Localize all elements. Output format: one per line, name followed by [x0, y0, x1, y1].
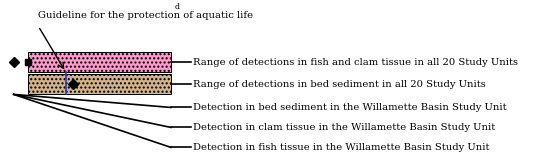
Text: Detection in fish tissue in the Willamette Basin Study Unit: Detection in fish tissue in the Willamet… — [193, 143, 490, 152]
Text: d: d — [174, 3, 179, 11]
Bar — [28, 52, 171, 72]
Text: Range of detections in fish and clam tissue in all 20 Study Units: Range of detections in fish and clam tis… — [193, 58, 519, 67]
Text: Range of detections in bed sediment in all 20 Study Units: Range of detections in bed sediment in a… — [193, 80, 486, 89]
Text: Guideline for the protection of aquatic life: Guideline for the protection of aquatic … — [38, 11, 253, 20]
Bar — [28, 74, 171, 94]
Text: Detection in clam tissue in the Willamette Basin Study Unit: Detection in clam tissue in the Willamet… — [193, 123, 496, 132]
Text: Detection in bed sediment in the Willamette Basin Study Unit: Detection in bed sediment in the Willame… — [193, 103, 507, 112]
